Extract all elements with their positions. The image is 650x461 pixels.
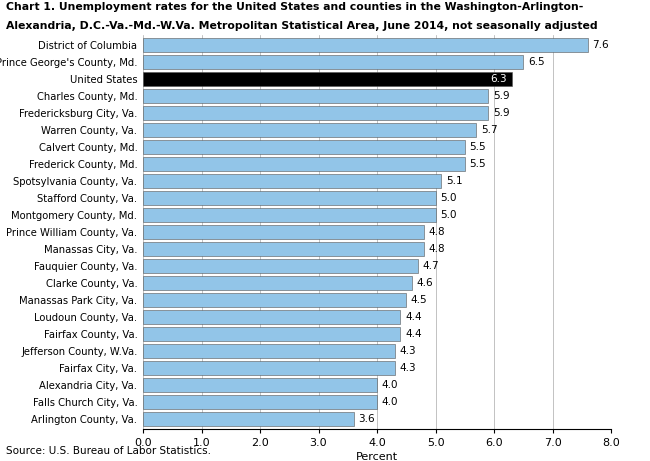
Bar	[143, 72, 512, 86]
Text: 5.9: 5.9	[493, 108, 510, 118]
Text: 5.9: 5.9	[493, 91, 510, 101]
Text: 6.3: 6.3	[490, 74, 507, 84]
Bar	[143, 310, 400, 324]
Text: 4.4: 4.4	[405, 312, 422, 322]
X-axis label: Percent: Percent	[356, 452, 398, 461]
Bar	[143, 378, 377, 391]
Text: 4.8: 4.8	[428, 244, 445, 254]
Text: 6.5: 6.5	[528, 57, 545, 67]
Text: 5.5: 5.5	[469, 159, 486, 169]
Text: 4.7: 4.7	[422, 260, 439, 271]
Text: 4.0: 4.0	[382, 396, 398, 407]
Text: 4.8: 4.8	[428, 227, 445, 236]
Bar	[143, 225, 424, 239]
Text: 5.1: 5.1	[446, 176, 463, 186]
Text: 7.6: 7.6	[592, 40, 609, 50]
Text: 4.4: 4.4	[405, 329, 422, 338]
Bar	[143, 343, 395, 358]
Bar	[143, 89, 488, 103]
Text: Source: U.S. Bureau of Labor Statistics.: Source: U.S. Bureau of Labor Statistics.	[6, 446, 211, 456]
Text: 5.0: 5.0	[440, 193, 457, 203]
Bar	[143, 361, 395, 374]
Bar	[143, 259, 418, 272]
Bar	[143, 412, 354, 426]
Bar	[143, 395, 377, 408]
Bar	[143, 191, 436, 205]
Text: 4.0: 4.0	[382, 379, 398, 390]
Bar	[143, 106, 488, 120]
Bar	[143, 123, 476, 136]
Text: Alexandria, D.C.-Va.-Md.-W.Va. Metropolitan Statistical Area, June 2014, not sea: Alexandria, D.C.-Va.-Md.-W.Va. Metropoli…	[6, 21, 598, 31]
Bar	[143, 174, 441, 188]
Bar	[143, 140, 465, 154]
Text: 5.7: 5.7	[481, 125, 498, 135]
Text: Chart 1. Unemployment rates for the United States and counties in the Washington: Chart 1. Unemployment rates for the Unit…	[6, 2, 584, 12]
Bar	[143, 55, 523, 69]
Text: 4.5: 4.5	[411, 295, 428, 305]
Bar	[143, 208, 436, 222]
Text: 5.0: 5.0	[440, 210, 457, 219]
Bar	[143, 242, 424, 255]
Bar	[143, 157, 465, 171]
Text: 4.3: 4.3	[399, 346, 416, 355]
Text: 4.3: 4.3	[399, 362, 416, 372]
Text: 4.6: 4.6	[417, 278, 434, 288]
Bar	[143, 276, 412, 290]
Bar	[143, 293, 406, 307]
Text: 3.6: 3.6	[358, 414, 375, 424]
Bar	[143, 327, 400, 341]
Bar	[143, 38, 588, 52]
Text: 5.5: 5.5	[469, 142, 486, 152]
